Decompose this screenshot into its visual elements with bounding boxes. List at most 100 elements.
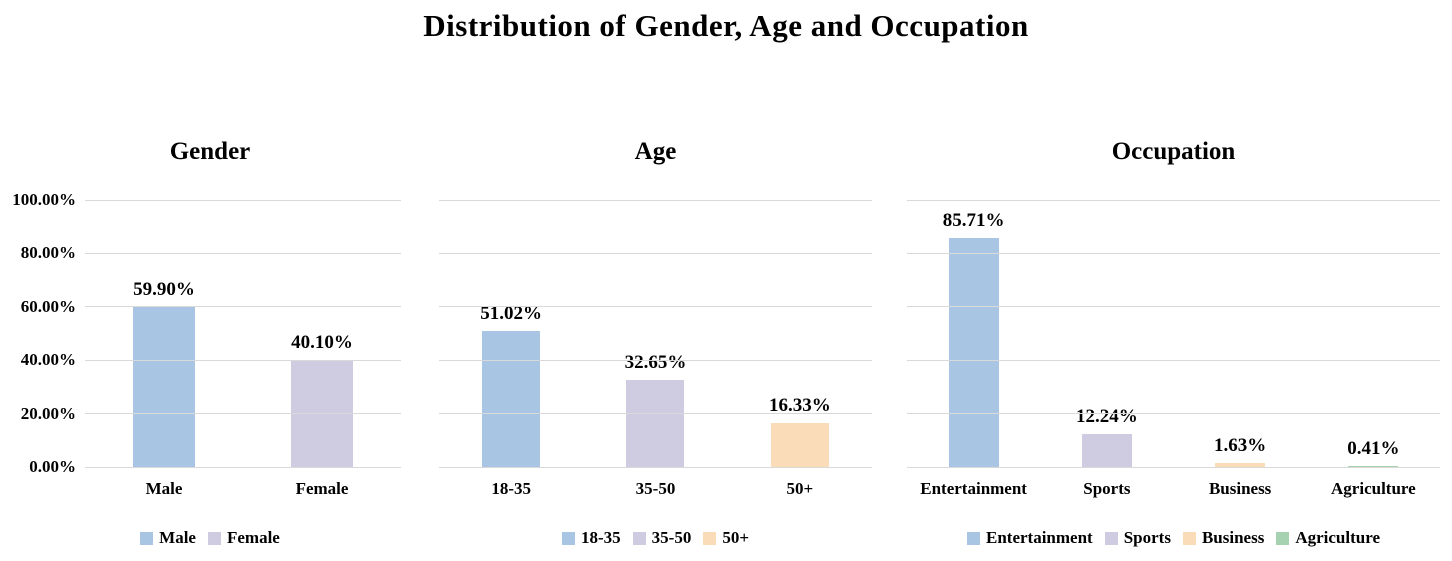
gridline	[439, 306, 872, 308]
panel-age-title: Age	[634, 138, 677, 165]
data-label-50: 16.33%	[768, 395, 831, 417]
legend-item-agriculture: Agriculture	[1276, 528, 1380, 548]
gridline	[907, 252, 1440, 254]
bar-male	[133, 307, 195, 467]
plot-area-gender: 59.90% 40.10%	[85, 199, 401, 468]
data-label-35-50: 32.65%	[624, 351, 687, 373]
legend-swatch-icon	[967, 531, 980, 545]
legend-item-female: Female	[207, 528, 280, 548]
x-label-sports: Sports	[1083, 479, 1131, 498]
gridline	[439, 466, 872, 468]
x-label-18-35: 18-35	[491, 479, 531, 498]
legend-swatch-icon	[1276, 531, 1290, 545]
panel-gender: Gender 100.00% 80.00% 60.00% 40.00% 20.00% 0.…	[0, 130, 420, 561]
legend-swatch-icon	[632, 531, 646, 545]
legend-item-sports: Sports	[1104, 528, 1171, 548]
legend-item-entertainment: Entertainment	[967, 528, 1093, 548]
legend-label: 50+	[722, 528, 750, 547]
data-label-female: 40.10%	[291, 331, 353, 353]
legend-label: Agriculture	[1295, 528, 1380, 547]
legend-label: Business	[1201, 528, 1265, 547]
gridline	[85, 466, 401, 468]
data-label-male: 59.90%	[133, 279, 195, 301]
gridline	[907, 466, 1440, 468]
bar-business	[1215, 462, 1266, 467]
legend-label: Sports	[1123, 528, 1171, 547]
data-label-sports: 12.24%	[1076, 406, 1138, 428]
plot-area-age: 51.02% 32.65% 16.33%	[439, 199, 872, 468]
legend-label: Male	[159, 528, 196, 547]
legend-swatch-icon	[1104, 531, 1118, 545]
y-tick-label: 40.00%	[20, 350, 76, 370]
bar-18-35	[482, 330, 541, 467]
bar-agriculture	[1348, 465, 1399, 467]
legend-swatch-icon	[1182, 531, 1196, 545]
gridline	[907, 359, 1440, 361]
x-label-female: Female	[295, 479, 349, 498]
bar-slot-50: 16.33%	[728, 200, 872, 467]
legend-gender: Male Female	[0, 528, 420, 548]
y-tick-label: 20.00%	[20, 403, 76, 423]
panel-gender-title: Gender	[169, 138, 251, 165]
bar-slot-entertainment: 85.71%	[907, 200, 1040, 467]
gridline	[85, 306, 401, 308]
y-tick-label: 80.00%	[20, 243, 76, 263]
panel-occupation: Occupation 85.71% 12.24% 1.63% 0.41% Entert…	[907, 130, 1440, 561]
y-tick-label: 60.00%	[20, 296, 76, 316]
bar-slot-35-50: 32.65%	[583, 200, 727, 467]
data-label-agriculture: 0.41%	[1347, 437, 1400, 459]
legend-label: Female	[226, 528, 280, 547]
legend-item-35-50: 35-50	[632, 528, 692, 548]
legend-occupation: Entertainment Sports Business Agriculture	[907, 528, 1440, 548]
legend-label: Entertainment	[986, 528, 1093, 547]
x-label-agriculture: Agriculture	[1331, 479, 1416, 498]
bar-35-50	[626, 379, 685, 467]
legend-item-18-35: 18-35	[561, 528, 621, 548]
legend-item-50: 50+	[703, 528, 749, 548]
bars-row: 85.71% 12.24% 1.63% 0.41%	[907, 200, 1440, 467]
legend-item-business: Business	[1182, 528, 1265, 548]
gridline	[439, 199, 872, 201]
figure-title: Distribution of Gender, Age and Occupati…	[423, 8, 1029, 43]
bars-row: 59.90% 40.10%	[85, 200, 401, 467]
x-label-35-50: 35-50	[635, 479, 676, 498]
data-label-18-35: 51.02%	[480, 302, 543, 324]
gridline	[907, 413, 1440, 415]
data-label-entertainment: 85.71%	[942, 210, 1005, 232]
gridline	[439, 252, 872, 254]
panel-age: Age 51.02% 32.65% 16.33% 18-35 35-50 50+ 18-…	[439, 130, 872, 561]
legend-swatch-icon	[207, 531, 221, 545]
y-tick-label: 100.00%	[12, 190, 76, 209]
legend-label: 35-50	[651, 528, 692, 547]
legend-item-male: Male	[140, 528, 196, 548]
y-tick-label: 0.00%	[29, 457, 76, 476]
legend-swatch-icon	[703, 531, 717, 545]
x-axis-labels: Entertainment Sports Business Agriculture	[907, 479, 1440, 499]
bar-slot-business: 1.63%	[1174, 200, 1307, 467]
data-label-business: 1.63%	[1214, 434, 1267, 456]
bar-entertainment	[948, 238, 999, 467]
legend-swatch-icon	[140, 531, 154, 545]
bar-slot-18-35: 51.02%	[439, 200, 583, 467]
x-label-male: Male	[145, 479, 183, 498]
legend-swatch-icon	[561, 531, 575, 545]
gridline	[439, 413, 872, 415]
x-label-entertainment: Entertainment	[920, 479, 1027, 498]
gridline	[85, 252, 401, 254]
gridline	[85, 413, 401, 415]
gridline	[439, 359, 872, 361]
legend-label: 18-35	[580, 528, 621, 547]
gridline	[85, 199, 401, 201]
gridline	[907, 199, 1440, 201]
bar-slot-sports: 12.24%	[1040, 200, 1173, 467]
gridline	[85, 359, 401, 361]
x-label-business: Business	[1208, 479, 1272, 498]
x-axis-labels: Male Female	[85, 479, 401, 499]
panel-occupation-title: Occupation	[1111, 138, 1236, 165]
bar-slot-agriculture: 0.41%	[1307, 200, 1440, 467]
bar-slot-female: 40.10%	[243, 200, 401, 467]
gridline	[907, 306, 1440, 308]
x-label-50: 50+	[786, 479, 814, 498]
bars-row: 51.02% 32.65% 16.33%	[439, 200, 872, 467]
